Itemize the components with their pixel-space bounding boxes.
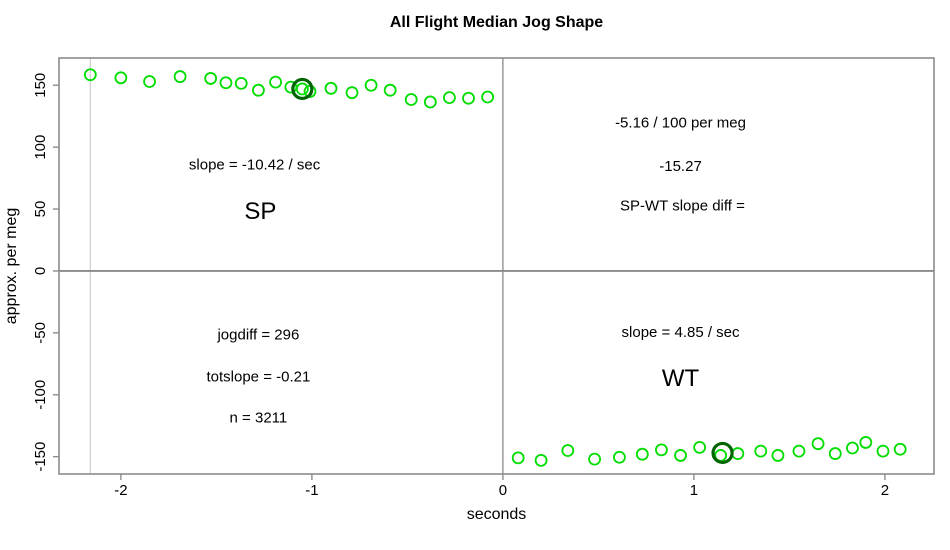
annotation: -5.16 / 100 per meg (615, 115, 746, 132)
annotation: WT (662, 365, 700, 392)
data-point-wt (859, 436, 873, 449)
data-point-sp (204, 72, 218, 85)
x-axis-label: seconds (467, 506, 527, 523)
data-point-wt (674, 449, 687, 462)
plot-border (58, 57, 935, 475)
x-tick-label: 1 (690, 482, 698, 499)
y-tick-label: 50 (32, 201, 49, 218)
data-point-wt (534, 453, 548, 467)
data-point-wt (561, 444, 575, 457)
data-point-wt (655, 443, 668, 457)
y-tick-label: -150 (32, 442, 49, 472)
y-axis-label: approx. per meg (3, 208, 20, 325)
annotation: -15.27 (659, 158, 702, 175)
data-point-sp (404, 93, 418, 106)
data-point-sp (173, 70, 187, 83)
data-point-wt (613, 450, 626, 464)
data-point-wt (893, 442, 907, 456)
data-point-sp (383, 83, 397, 97)
data-point-sp (114, 71, 128, 85)
data-point-wt (811, 437, 825, 451)
data-point-sp (481, 90, 495, 104)
data-point-wt (731, 447, 745, 460)
y-tick-label: 100 (32, 135, 49, 160)
data-point-wt (828, 447, 842, 460)
annotation: slope = 4.85 / sec (622, 324, 740, 341)
data-point-sp (83, 68, 97, 82)
x-tick-label: 2 (881, 482, 889, 499)
data-point-sp (364, 78, 378, 92)
data-point-sp (324, 81, 338, 95)
data-point-sp (423, 95, 437, 109)
data-point-wt (771, 449, 785, 462)
data-point-wt (846, 441, 859, 455)
data-point-wt (511, 451, 525, 465)
y-tick-label: 0 (32, 267, 49, 275)
annotation: slope = -10.42 / sec (189, 157, 321, 174)
data-point-sp (252, 83, 265, 97)
highlight-ring-wt (711, 441, 734, 465)
data-point-sp (143, 75, 156, 88)
data-point-sp (234, 76, 248, 90)
y-tick-label: -100 (32, 380, 49, 410)
x-tick-label: -2 (114, 482, 127, 499)
annotation: jogdiff = 296 (216, 326, 299, 343)
annotation: SP (244, 198, 276, 225)
chart-title: All Flight Median Jog Shape (389, 14, 604, 31)
data-point-wt (635, 447, 649, 461)
x-tick-label: -1 (305, 482, 318, 499)
data-point-sp (295, 82, 309, 96)
data-point-wt (754, 444, 768, 458)
data-point-sp (345, 86, 359, 100)
y-tick-label: 150 (32, 73, 49, 98)
annotation: totslope = -0.21 (206, 368, 310, 385)
data-point-sp (462, 91, 475, 105)
data-point-wt (876, 444, 890, 458)
data-point-wt (693, 440, 707, 454)
annotation: SP-WT slope diff = (620, 198, 745, 215)
x-tick-label: 0 (499, 482, 507, 499)
y-tick-label: -50 (32, 322, 49, 344)
data-point-wt (588, 452, 601, 466)
data-point-sp (219, 76, 233, 90)
highlight-ring-sp (291, 77, 314, 101)
data-point-sp (269, 75, 283, 89)
annotation: n = 3211 (230, 409, 288, 426)
data-point-wt (792, 444, 806, 458)
data-point-sp (443, 91, 456, 105)
